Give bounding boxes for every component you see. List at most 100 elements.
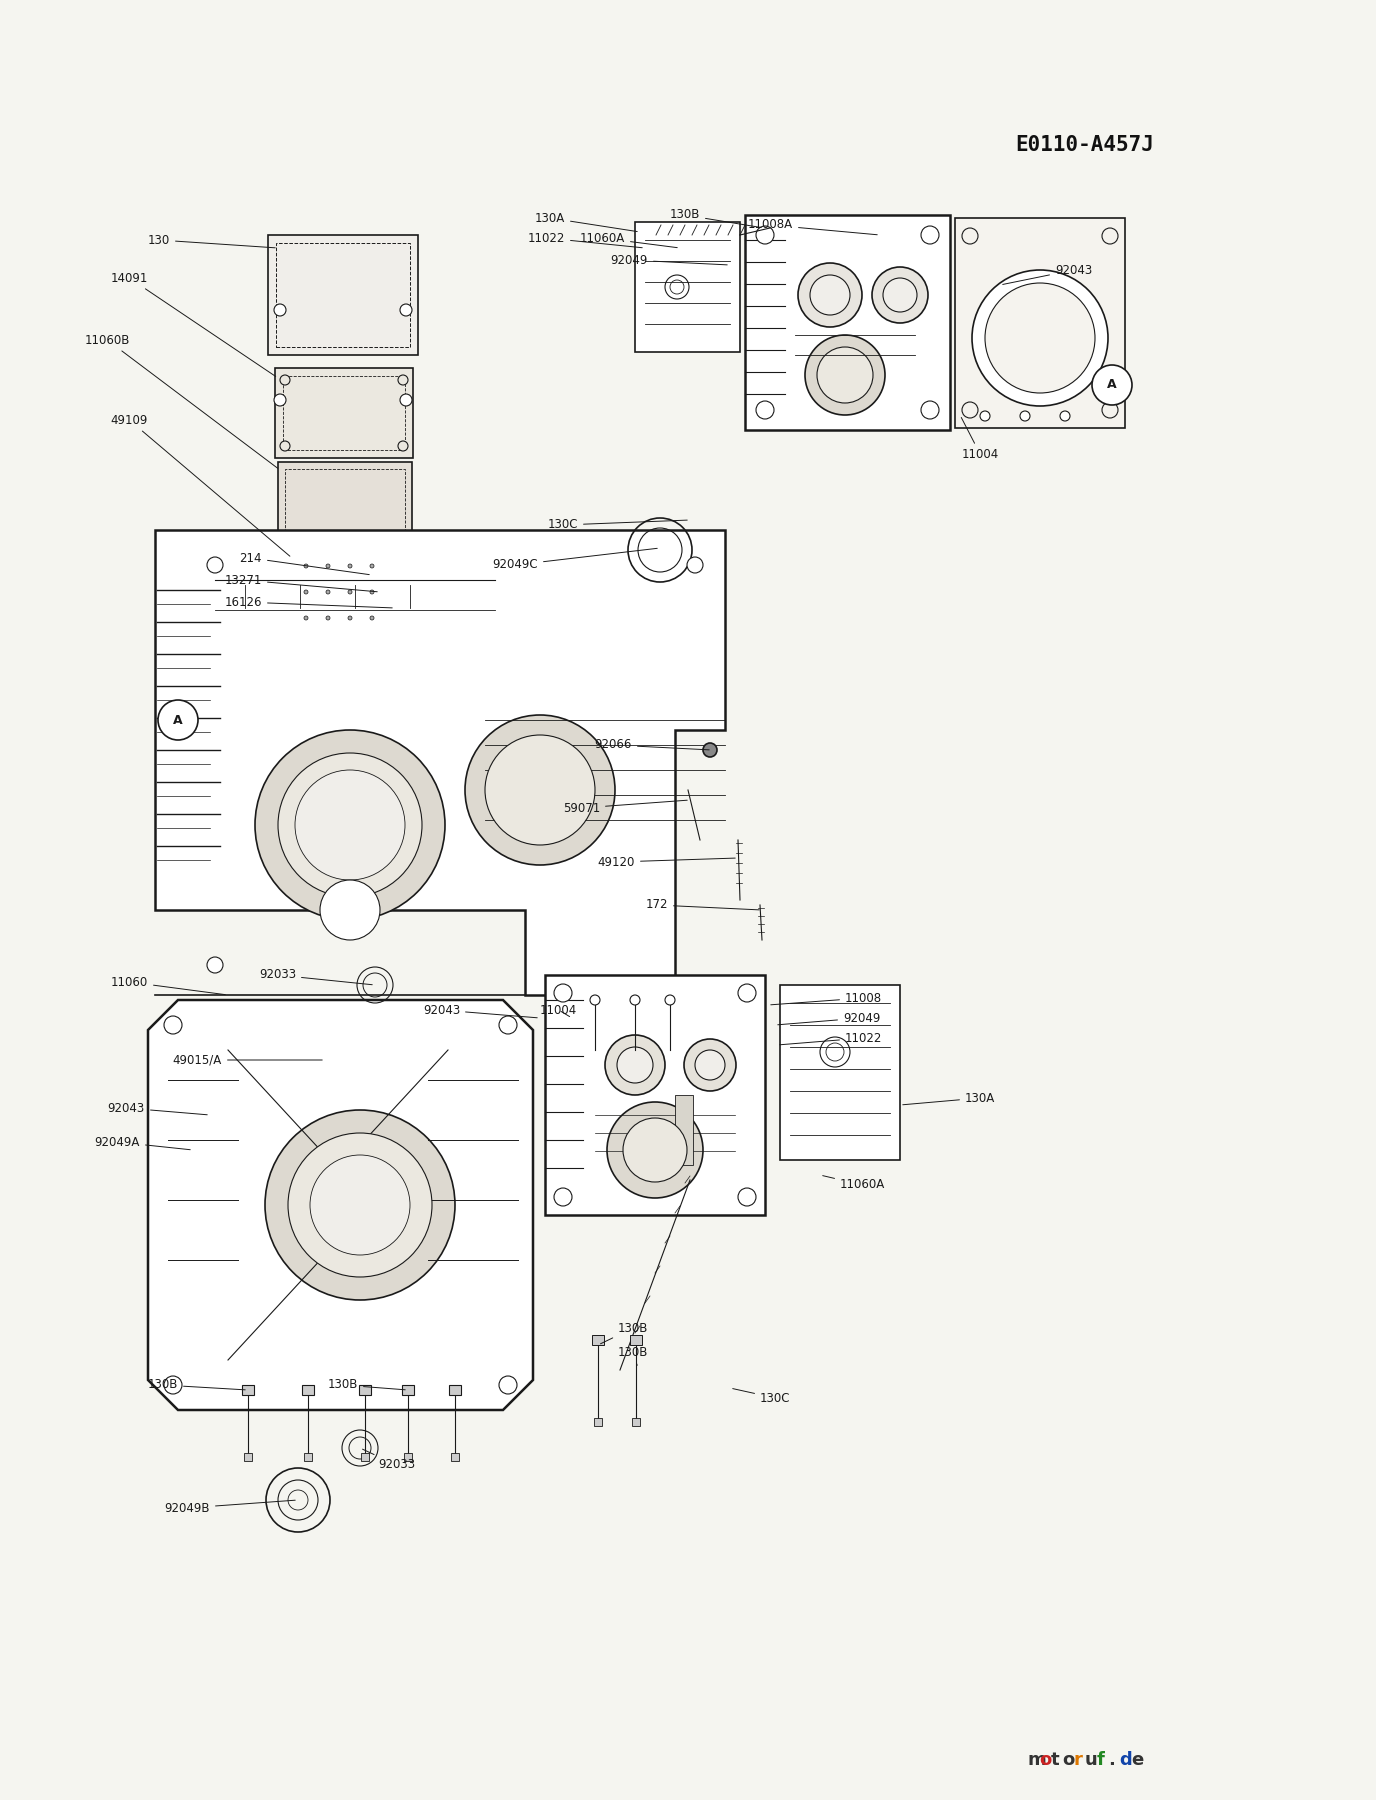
Text: 11022: 11022	[527, 232, 643, 248]
Bar	[268, 236, 418, 355]
Circle shape	[288, 1132, 432, 1276]
Text: 92033: 92033	[259, 968, 373, 985]
Text: 172: 172	[645, 898, 760, 911]
Text: o: o	[1062, 1751, 1075, 1769]
Circle shape	[921, 227, 938, 245]
Circle shape	[310, 1156, 410, 1255]
Bar	[630, 1336, 643, 1345]
Circle shape	[499, 1375, 517, 1393]
Text: 130B: 130B	[600, 1321, 648, 1345]
Text: 11008: 11008	[771, 992, 882, 1004]
Bar	[545, 976, 765, 1215]
Bar	[242, 1384, 255, 1395]
Text: 11060: 11060	[110, 976, 226, 995]
Circle shape	[274, 304, 286, 317]
Bar	[361, 1453, 369, 1462]
Circle shape	[304, 616, 308, 619]
Circle shape	[755, 401, 773, 419]
Circle shape	[370, 563, 374, 569]
Text: 11060A: 11060A	[823, 1175, 885, 1192]
Circle shape	[684, 1039, 736, 1091]
Bar	[780, 985, 900, 1159]
Circle shape	[1102, 401, 1117, 418]
Bar	[955, 218, 1126, 428]
Text: 49120: 49120	[597, 855, 735, 869]
Circle shape	[326, 616, 330, 619]
Circle shape	[255, 731, 444, 920]
Bar	[592, 1336, 604, 1345]
Text: 130B: 130B	[618, 1346, 648, 1366]
Text: m: m	[1028, 1751, 1046, 1769]
Text: 59071: 59071	[563, 801, 687, 814]
Text: 130A: 130A	[903, 1091, 995, 1105]
Bar	[449, 1384, 461, 1395]
Bar	[285, 470, 405, 540]
Text: 92043: 92043	[422, 1004, 537, 1017]
Circle shape	[872, 266, 927, 322]
Text: 130C: 130C	[548, 518, 687, 531]
Bar	[292, 547, 387, 635]
Text: 92049A: 92049A	[95, 1136, 190, 1150]
Text: 92043: 92043	[107, 1102, 208, 1114]
Circle shape	[278, 752, 422, 896]
Circle shape	[738, 985, 755, 1003]
Circle shape	[817, 347, 872, 403]
Circle shape	[348, 590, 352, 594]
Text: E0110-A457J: E0110-A457J	[1015, 135, 1154, 155]
Polygon shape	[149, 1001, 533, 1409]
Circle shape	[370, 590, 374, 594]
Circle shape	[703, 743, 717, 758]
Text: A: A	[1108, 378, 1117, 392]
Circle shape	[326, 563, 330, 569]
Circle shape	[590, 995, 600, 1004]
Text: 130B: 130B	[670, 209, 761, 227]
Text: o: o	[1039, 1751, 1051, 1769]
Text: 130B: 130B	[147, 1379, 245, 1391]
Bar	[277, 243, 410, 347]
Circle shape	[616, 1048, 654, 1084]
Circle shape	[279, 374, 290, 385]
Circle shape	[465, 715, 615, 866]
Circle shape	[484, 734, 594, 844]
Text: d: d	[1120, 1751, 1132, 1769]
Bar	[676, 1094, 694, 1165]
Bar	[283, 376, 405, 450]
Text: 92049B: 92049B	[165, 1499, 296, 1514]
Circle shape	[883, 277, 916, 311]
Circle shape	[400, 394, 411, 407]
Circle shape	[164, 1015, 182, 1033]
Text: 92049: 92049	[777, 1012, 881, 1024]
Text: t: t	[1050, 1751, 1060, 1769]
Circle shape	[304, 590, 308, 594]
Text: 92033: 92033	[362, 1449, 416, 1472]
Text: f: f	[1097, 1751, 1105, 1769]
Text: r: r	[1073, 1751, 1083, 1769]
Bar	[304, 1453, 312, 1462]
Bar	[634, 221, 740, 353]
Circle shape	[695, 1049, 725, 1080]
Text: 11004: 11004	[539, 1004, 578, 1017]
Text: A: A	[173, 713, 183, 727]
Circle shape	[962, 401, 978, 418]
Circle shape	[164, 1375, 182, 1393]
Text: 13271: 13271	[224, 574, 377, 592]
Text: 130: 130	[147, 234, 275, 248]
Circle shape	[985, 283, 1095, 392]
Circle shape	[398, 441, 409, 452]
Bar	[275, 367, 413, 457]
Circle shape	[1020, 410, 1031, 421]
Text: 11008A: 11008A	[749, 218, 878, 234]
Circle shape	[798, 263, 861, 328]
Circle shape	[687, 556, 703, 572]
Bar	[278, 463, 411, 547]
Text: .: .	[1108, 1751, 1115, 1769]
Circle shape	[980, 410, 989, 421]
Circle shape	[279, 441, 290, 452]
Circle shape	[665, 995, 676, 1004]
Circle shape	[274, 394, 286, 407]
Circle shape	[370, 616, 374, 619]
Circle shape	[962, 229, 978, 245]
Circle shape	[630, 995, 640, 1004]
Text: 92043: 92043	[1003, 263, 1093, 284]
Text: u: u	[1086, 1751, 1098, 1769]
